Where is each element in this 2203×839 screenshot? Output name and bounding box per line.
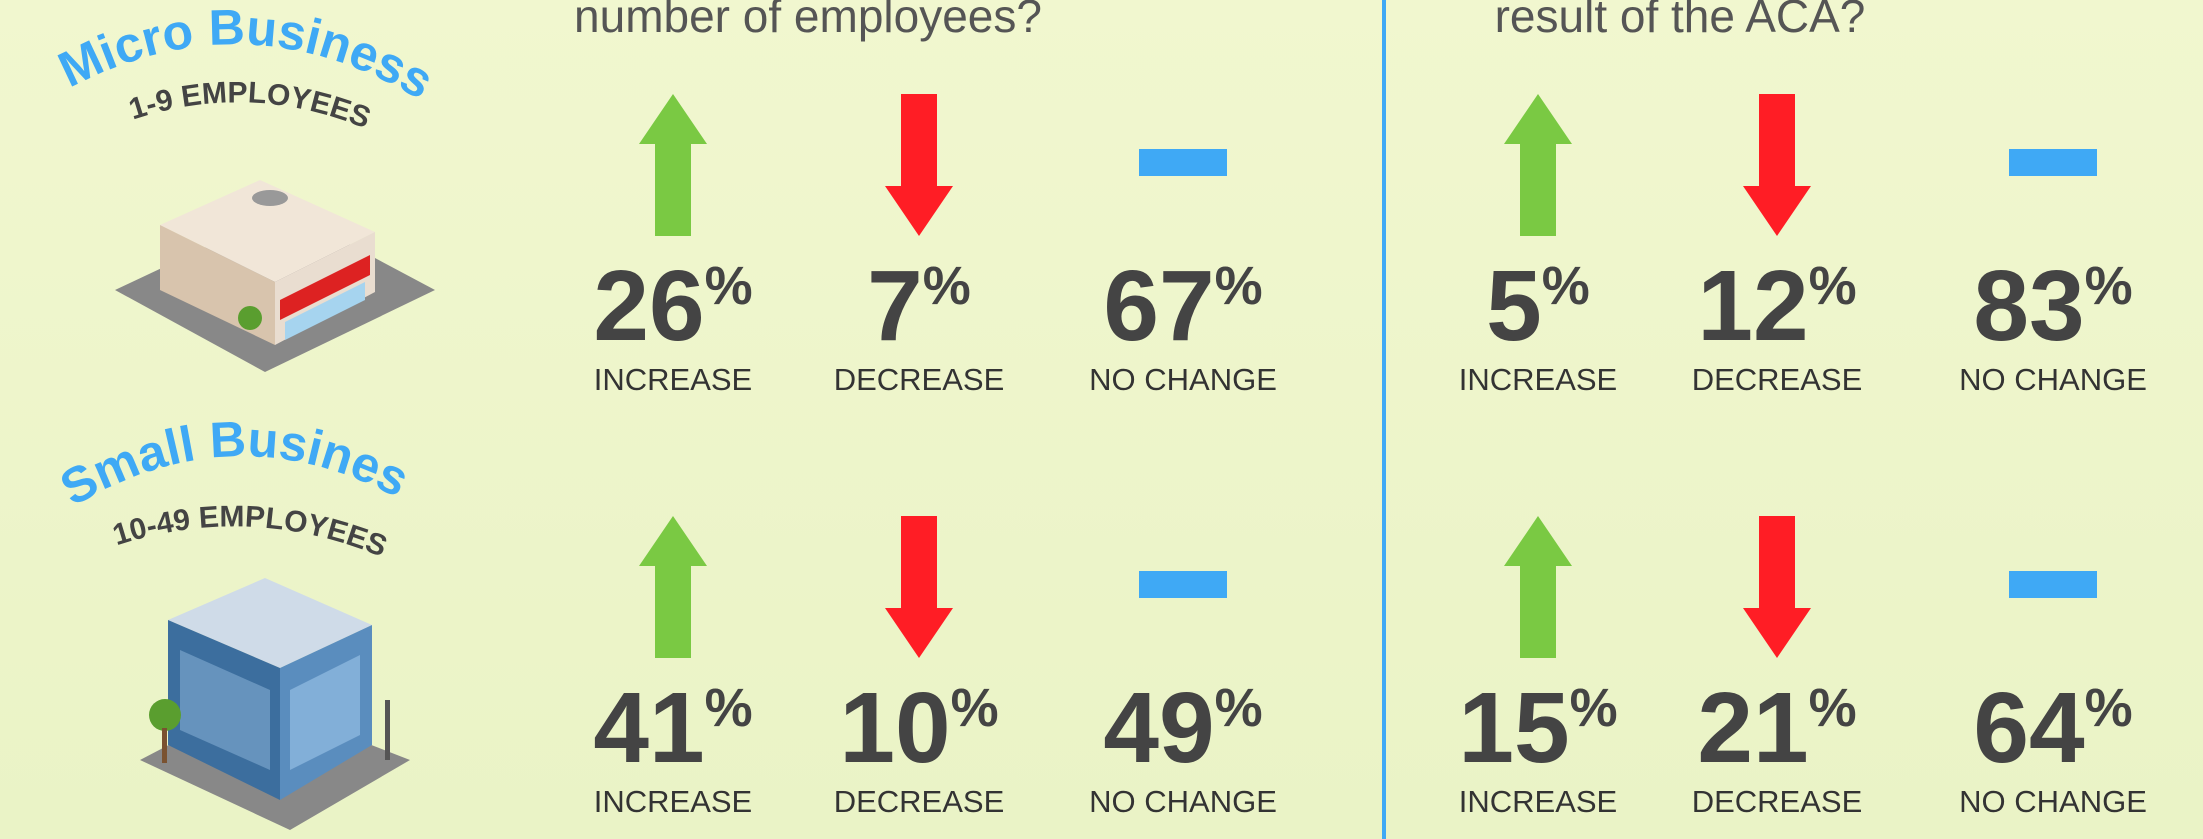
change-label: INCREASE (594, 784, 752, 819)
infographic: number of employees?result of the ACA?Mi… (0, 0, 2203, 839)
percentage-unit: % (2085, 678, 2133, 738)
question: result of the ACA? (1495, 0, 1866, 42)
percentage-unit: % (1215, 256, 1263, 316)
percentage-value: 67 (1103, 250, 1214, 362)
percentage-unit: % (923, 256, 971, 316)
percentage-value: 64 (1973, 672, 2085, 784)
change-label: INCREASE (1459, 362, 1617, 397)
percentage-unit: % (1570, 678, 1618, 738)
percentage-value: 83 (1973, 250, 2084, 362)
percentage-unit: % (1542, 256, 1590, 316)
page: number of employees?result of the ACA?Mi… (0, 0, 2203, 839)
percentage-value: 5 (1486, 250, 1542, 362)
percentage-value: 10 (839, 672, 950, 784)
change-label: NO CHANGE (1959, 784, 2147, 819)
percentage-unit: % (705, 256, 753, 316)
percentage-unit: % (1809, 678, 1857, 738)
percentage-value: 26 (593, 250, 704, 362)
change-label: NO CHANGE (1959, 362, 2147, 397)
percentage-value: 7 (867, 250, 923, 362)
change-label: DECREASE (834, 784, 1005, 819)
no-change-dash (1139, 571, 1227, 598)
change-label: DECREASE (1692, 784, 1863, 819)
percentage-value: 21 (1697, 672, 1808, 784)
percentage-value: 41 (593, 672, 704, 784)
change-label: NO CHANGE (1089, 784, 1277, 819)
no-change-dash (2009, 149, 2097, 176)
percentage-value: 15 (1458, 672, 1569, 784)
change-label: INCREASE (1459, 784, 1617, 819)
change-label: NO CHANGE (1089, 362, 1277, 397)
percentage-value: 49 (1103, 672, 1214, 784)
change-label: INCREASE (594, 362, 752, 397)
percentage-unit: % (951, 678, 999, 738)
question: number of employees? (574, 0, 1042, 42)
no-change-dash (2009, 571, 2097, 598)
percentage-unit: % (2085, 256, 2133, 316)
no-change-dash (1139, 149, 1227, 176)
change-label: DECREASE (1692, 362, 1863, 397)
change-label: DECREASE (834, 362, 1005, 397)
percentage-unit: % (1809, 256, 1857, 316)
percentage-value: 12 (1697, 250, 1808, 362)
percentage-unit: % (705, 678, 753, 738)
percentage-unit: % (1215, 678, 1263, 738)
